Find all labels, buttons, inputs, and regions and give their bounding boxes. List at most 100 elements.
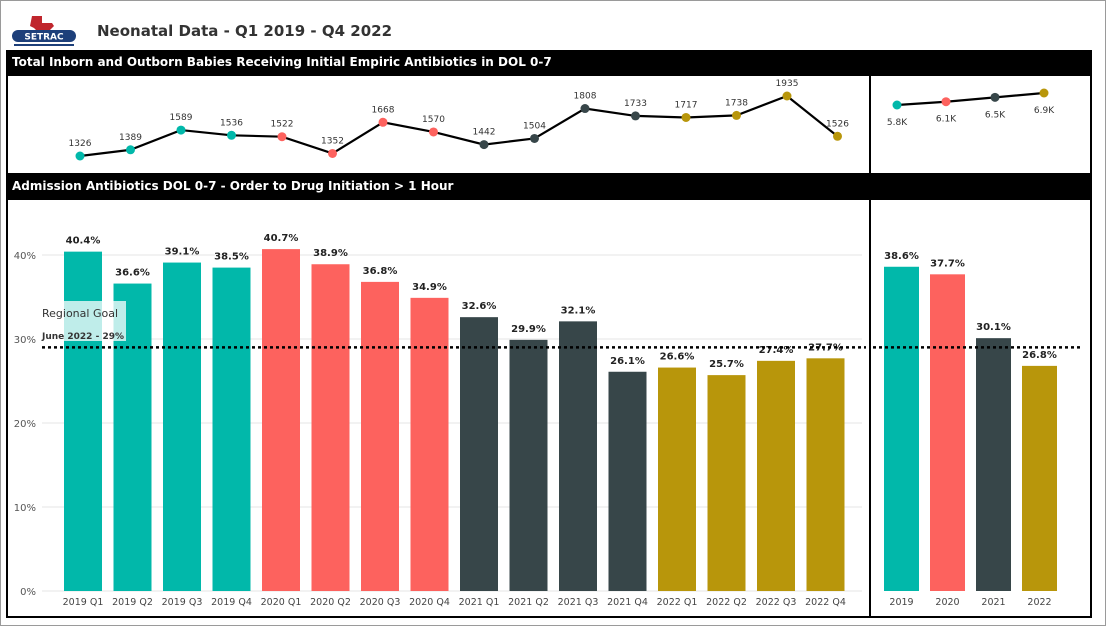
quarterly-bar-label: 40.7% bbox=[264, 233, 299, 244]
quarterly-bar-label: 29.9% bbox=[511, 324, 546, 335]
quarterly-bar bbox=[559, 321, 597, 591]
annual-count-point bbox=[990, 92, 1000, 102]
quarter-axis-label: 2020 Q2 bbox=[310, 597, 351, 608]
quarterly-count-data-label: 1570 bbox=[422, 115, 445, 125]
quarterly-count-data-label: 1389 bbox=[119, 133, 142, 143]
quarter-axis-label: 2022 Q2 bbox=[706, 597, 747, 608]
top-panel-header: Total Inborn and Outborn Babies Receivin… bbox=[6, 50, 1092, 76]
annual-bar-label: 37.7% bbox=[930, 258, 965, 269]
setrac-logo: SETRAC bbox=[12, 16, 76, 46]
top-panel-title: Total Inborn and Outborn Babies Receivin… bbox=[12, 55, 552, 69]
year-axis-label: 2021 bbox=[981, 597, 1005, 608]
quarter-axis-label: 2020 Q1 bbox=[261, 597, 302, 608]
bottom-panel-divider bbox=[869, 198, 871, 618]
quarterly-count-point bbox=[378, 117, 388, 127]
year-axis-label: 2019 bbox=[889, 597, 913, 608]
quarterly-bar-label: 32.6% bbox=[462, 301, 497, 312]
quarterly-count-data-label: 1717 bbox=[675, 100, 698, 110]
annual-count-data-label: 5.8K bbox=[887, 118, 908, 128]
annual-bar-label: 38.6% bbox=[884, 251, 919, 262]
quarterly-count-point bbox=[782, 91, 792, 101]
page-title: Neonatal Data - Q1 2019 - Q4 2022 bbox=[97, 22, 393, 40]
svg-text:SETRAC: SETRAC bbox=[24, 33, 64, 43]
quarterly-count-point bbox=[580, 104, 590, 114]
quarter-axis-label: 2021 Q1 bbox=[459, 597, 500, 608]
annual-count-point bbox=[941, 97, 951, 107]
annual-bar bbox=[930, 274, 965, 591]
quarterly-count-data-label: 1526 bbox=[826, 119, 849, 129]
quarterly-bar bbox=[509, 339, 548, 591]
quarterly-bar-label: 40.4% bbox=[66, 236, 101, 247]
goal-label: Regional Goal bbox=[42, 307, 118, 320]
quarterly-count-data-label: 1522 bbox=[271, 120, 294, 130]
quarter-axis-label: 2019 Q1 bbox=[63, 597, 104, 608]
bottom-panel-title: Admission Antibiotics DOL 0-7 - Order to… bbox=[12, 179, 454, 193]
quarterly-bar bbox=[212, 267, 251, 591]
annual-bar bbox=[884, 266, 919, 591]
quarter-axis-label: 2019 Q2 bbox=[112, 597, 153, 608]
quarterly-bar-label: 36.6% bbox=[115, 268, 150, 279]
quarterly-bar-label: 27.4% bbox=[759, 345, 794, 356]
quarterly-count-point bbox=[75, 151, 85, 161]
quarterly-bar bbox=[361, 281, 399, 591]
quarter-axis-label: 2022 Q3 bbox=[756, 597, 797, 608]
year-axis-label: 2020 bbox=[935, 597, 959, 608]
quarterly-bar bbox=[757, 360, 795, 591]
quarterly-bar-label: 39.1% bbox=[165, 247, 200, 258]
quarterly-bar bbox=[410, 297, 449, 591]
quarterly-bar bbox=[658, 367, 696, 591]
quarter-axis-label: 2020 Q3 bbox=[360, 597, 401, 608]
quarterly-count-data-label: 1733 bbox=[624, 99, 647, 109]
quarterly-count-point bbox=[176, 125, 186, 135]
top-panel-divider bbox=[869, 74, 871, 175]
quarterly-count-point bbox=[328, 148, 337, 158]
quarter-axis-label: 2021 Q3 bbox=[558, 597, 599, 608]
quarterly-bar-label: 25.7% bbox=[709, 359, 744, 370]
quarterly-bar bbox=[460, 317, 498, 591]
quarterly-bar-label: 32.1% bbox=[561, 305, 596, 316]
quarterly-bar-label: 26.6% bbox=[660, 352, 695, 363]
year-axis-label: 2022 bbox=[1027, 597, 1051, 608]
quarterly-count-line bbox=[79, 94, 839, 158]
annual-bar-label: 30.1% bbox=[976, 322, 1011, 333]
quarter-axis-label: 2019 Q3 bbox=[162, 597, 203, 608]
quarterly-count-data-label: 1935 bbox=[776, 79, 799, 89]
quarterly-count-data-label: 1536 bbox=[220, 118, 243, 128]
annual-count-data-label: 6.1K bbox=[936, 115, 957, 125]
quarterly-bar-label: 38.9% bbox=[313, 248, 348, 259]
quarterly-bar-label: 38.5% bbox=[214, 252, 249, 263]
y-tick-label: 20% bbox=[14, 419, 36, 430]
quarterly-bar-label: 36.8% bbox=[363, 266, 398, 277]
quarterly-bar-label: 34.9% bbox=[412, 282, 447, 293]
annual-count-point bbox=[892, 100, 902, 110]
quarterly-count-data-label: 1808 bbox=[574, 92, 597, 102]
quarterly-count-point bbox=[429, 127, 438, 137]
quarter-axis-label: 2019 Q4 bbox=[211, 597, 252, 608]
quarterly-count-data-label: 1504 bbox=[523, 121, 546, 131]
quarterly-bar bbox=[608, 371, 647, 591]
quarterly-count-point bbox=[530, 133, 539, 143]
quarterly-count-data-label: 1668 bbox=[372, 105, 395, 115]
quarterly-count-data-label: 1738 bbox=[725, 98, 748, 108]
quarterly-bar-label: 27.7% bbox=[808, 342, 843, 353]
quarterly-bar bbox=[262, 249, 300, 591]
quarterly-count-data-label: 1326 bbox=[69, 139, 92, 149]
quarterly-count-data-label: 1442 bbox=[473, 128, 496, 138]
bottom-panel-header: Admission Antibiotics DOL 0-7 - Order to… bbox=[6, 174, 1092, 200]
annual-count-data-label: 6.5K bbox=[985, 110, 1006, 120]
quarterly-count-point bbox=[479, 140, 489, 150]
quarterly-bar bbox=[311, 264, 350, 591]
quarter-axis-label: 2022 Q1 bbox=[657, 597, 698, 608]
quarterly-bar bbox=[806, 358, 845, 591]
quarterly-count-data-label: 1589 bbox=[170, 113, 193, 123]
y-tick-label: 0% bbox=[20, 587, 36, 598]
quarterly-count-data-label: 1352 bbox=[321, 136, 344, 146]
quarter-axis-label: 2021 Q4 bbox=[607, 597, 648, 608]
quarterly-count-point bbox=[681, 112, 691, 122]
quarterly-count-point bbox=[126, 145, 135, 155]
quarter-axis-label: 2022 Q4 bbox=[805, 597, 846, 608]
quarterly-bar bbox=[707, 375, 746, 591]
goal-sublabel: June 2022 - 29% bbox=[41, 332, 124, 342]
